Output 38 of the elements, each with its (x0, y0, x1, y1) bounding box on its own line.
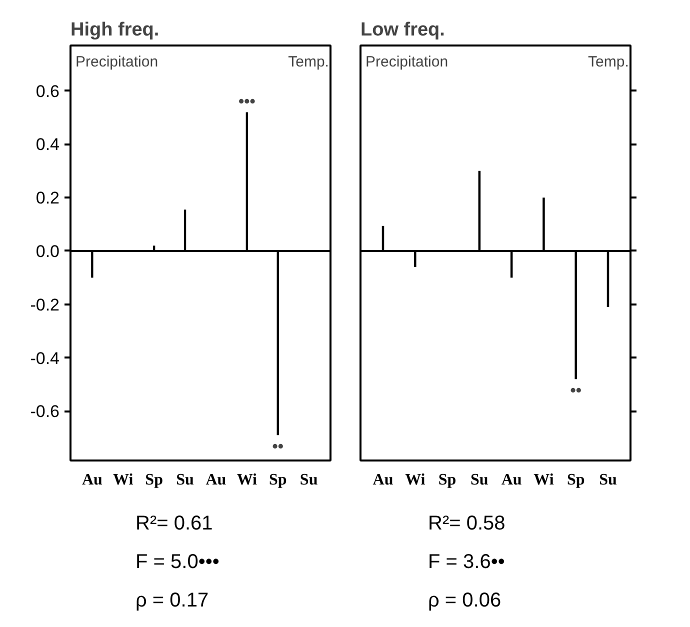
y-tick-label: -0.2 (30, 295, 60, 314)
data-label: ••• (238, 94, 256, 111)
y-tick-label: 0.2 (36, 188, 60, 208)
text: F = 5.0••• (136, 551, 220, 574)
text: F = 3.6•• (428, 551, 505, 574)
x-tick-label: Sp (438, 472, 456, 488)
x-tick-label: Su (176, 472, 194, 488)
annotation: Temp. (588, 54, 629, 70)
data-label: •• (570, 382, 582, 400)
y-tick-label: -0.4 (30, 348, 60, 368)
data-label: •• (272, 438, 284, 456)
chart-title: Low freq. (360, 20, 445, 40)
text: ρ = 0.17 (136, 590, 209, 612)
x-tick-label: Au (82, 472, 102, 488)
y-tick-label: 0.4 (36, 135, 60, 154)
x-tick-label: Su (599, 472, 617, 488)
x-tick-label: Au (501, 472, 522, 488)
x-tick-label: Wi (405, 472, 426, 488)
x-tick-label: Wi (113, 472, 134, 488)
x-tick-label: Au (372, 472, 394, 488)
x-tick-label: Sp (566, 472, 585, 488)
y-tick-label: -0.6 (30, 402, 60, 422)
text: R²= 0.61 (136, 512, 213, 535)
chart-title: High freq. (70, 20, 160, 40)
text: R²= 0.58 (428, 512, 506, 535)
x-tick-label: Sp (145, 472, 164, 488)
annotation: Precipitation (76, 54, 158, 70)
annotation: Temp. (288, 54, 329, 70)
x-tick-label: Sp (268, 472, 287, 488)
x-tick-label: Au (206, 472, 226, 488)
y-tick-label: 0.0 (36, 242, 60, 261)
y-tick-label: 0.6 (36, 82, 60, 101)
x-tick-label: Wi (236, 472, 258, 488)
annotation: Precipitation (366, 54, 448, 70)
x-tick-label: Wi (534, 472, 554, 488)
x-tick-label: Su (470, 472, 488, 488)
text: ρ = 0.06 (428, 590, 502, 612)
x-tick-label: Su (300, 472, 318, 488)
